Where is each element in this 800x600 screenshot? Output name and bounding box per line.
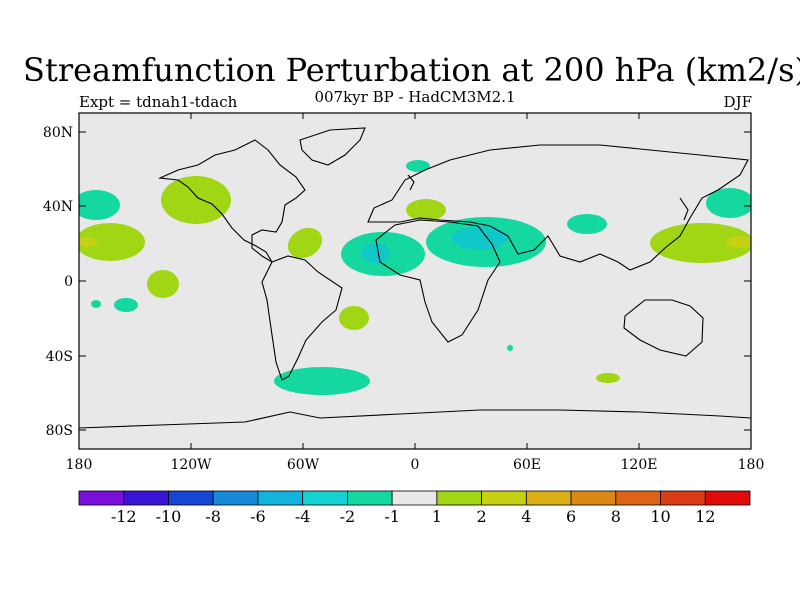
colorbar-label: 8 bbox=[611, 507, 621, 526]
anomaly-namerica-pos bbox=[161, 176, 231, 224]
anomaly-pacific-dot-neg bbox=[91, 300, 101, 308]
anomaly-npac-west-neg bbox=[79, 190, 120, 220]
colorbar-label: -6 bbox=[250, 507, 266, 526]
lon-label-180e: 180 bbox=[738, 457, 765, 473]
colorbar-swatch bbox=[123, 490, 169, 506]
colorbar-swatch bbox=[570, 490, 617, 506]
lon-label-60e: 60E bbox=[513, 457, 541, 473]
figure-title: Streamfunction Perturbation at 200 hPa (… bbox=[23, 51, 800, 89]
lat-label-40n: 40N bbox=[43, 199, 73, 215]
colorbar-swatch bbox=[257, 490, 304, 506]
colorbar-label: 10 bbox=[650, 507, 670, 526]
lon-label-60w: 60W bbox=[287, 457, 320, 473]
colorbar-swatch bbox=[436, 490, 483, 506]
coast-greenland bbox=[299, 127, 366, 166]
colorbar-label: 12 bbox=[695, 507, 715, 526]
colorbar-swatch bbox=[660, 490, 706, 506]
colorbar-swatch bbox=[212, 490, 259, 506]
coast-africa bbox=[375, 219, 501, 343]
colorbar-swatch bbox=[525, 490, 572, 506]
lat-label-80n: 80N bbox=[43, 125, 73, 141]
coast-north-america bbox=[157, 139, 306, 263]
colorbar-label: 2 bbox=[477, 507, 487, 526]
lon-label-120e: 120E bbox=[621, 457, 658, 473]
colorbar-swatch bbox=[78, 490, 125, 506]
anomaly-westpac-pos-core bbox=[726, 236, 751, 248]
colorbar-label: 1 bbox=[432, 507, 442, 526]
colorbar-swatch bbox=[704, 490, 751, 506]
experiment-label: Expt = tdnah1-tdach bbox=[79, 93, 238, 111]
anomaly-tropical-pac-pos bbox=[147, 270, 179, 298]
colorbar-label: -10 bbox=[156, 507, 182, 526]
lat-tick-marks bbox=[79, 131, 751, 431]
coast-eurasia bbox=[367, 144, 749, 271]
anomaly-westpac-pos bbox=[650, 223, 751, 263]
anomaly-indian-dot-neg bbox=[507, 345, 513, 351]
lon-label-180w: 180 bbox=[66, 457, 93, 473]
lon-label-120w: 120W bbox=[170, 457, 212, 473]
colorbar-swatch bbox=[346, 490, 393, 506]
colorbar-label: -12 bbox=[111, 507, 137, 526]
coast-australia bbox=[623, 299, 704, 357]
anomaly-atlantic-neg-core bbox=[362, 243, 390, 263]
anomaly-eastpac-pos-core bbox=[79, 237, 97, 247]
figure-subtitle: 007kyr BP - HadCM3M2.1 bbox=[314, 88, 516, 106]
colorbar-swatch bbox=[302, 490, 348, 506]
coastlines bbox=[79, 127, 751, 429]
anomaly-eastpac-pos bbox=[79, 223, 145, 261]
coast-japan bbox=[679, 197, 689, 221]
colorbar-swatch bbox=[481, 490, 527, 506]
colorbar-label: 4 bbox=[521, 507, 531, 526]
anomaly-mideast-neg-core bbox=[452, 226, 508, 250]
lat-label-40s: 40S bbox=[46, 349, 73, 365]
anomaly-southern-atlantic-neg bbox=[274, 367, 370, 395]
colorbar-label: 6 bbox=[566, 507, 576, 526]
anomaly-satlantic-pos bbox=[339, 306, 369, 330]
lat-label-80s: 80S bbox=[46, 423, 73, 439]
colorbar-label: -1 bbox=[384, 507, 400, 526]
coast-south-america bbox=[261, 255, 343, 381]
anomaly-tibet-neg bbox=[567, 214, 607, 234]
anomaly-npac-east-neg bbox=[706, 188, 751, 218]
colorbar-swatch bbox=[168, 490, 214, 506]
anomaly-greenland-neg bbox=[406, 160, 430, 172]
lon-label-0: 0 bbox=[411, 457, 420, 473]
colorbar-swatch bbox=[615, 490, 661, 506]
anomaly-layer bbox=[79, 160, 751, 395]
colorbar: -12 -10 -8 -6 -4 -2 -1 1 2 4 6 8 10 12 bbox=[78, 490, 751, 526]
coast-uk bbox=[407, 174, 415, 191]
anomaly-caribbean-pos bbox=[287, 227, 323, 259]
anomaly-pacific-small-neg bbox=[114, 298, 138, 312]
lat-label-0: 0 bbox=[64, 274, 73, 290]
colorbar-label: -8 bbox=[205, 507, 221, 526]
colorbar-label: -2 bbox=[340, 507, 356, 526]
coast-antarctica bbox=[79, 409, 751, 429]
colorbar-label: -4 bbox=[295, 507, 311, 526]
lon-tick-marks bbox=[190, 113, 640, 449]
colorbar-swatch bbox=[391, 490, 438, 506]
anomaly-sindian-pos bbox=[596, 373, 620, 383]
anomaly-europe-pos bbox=[406, 199, 446, 221]
season-label: DJF bbox=[723, 93, 752, 111]
